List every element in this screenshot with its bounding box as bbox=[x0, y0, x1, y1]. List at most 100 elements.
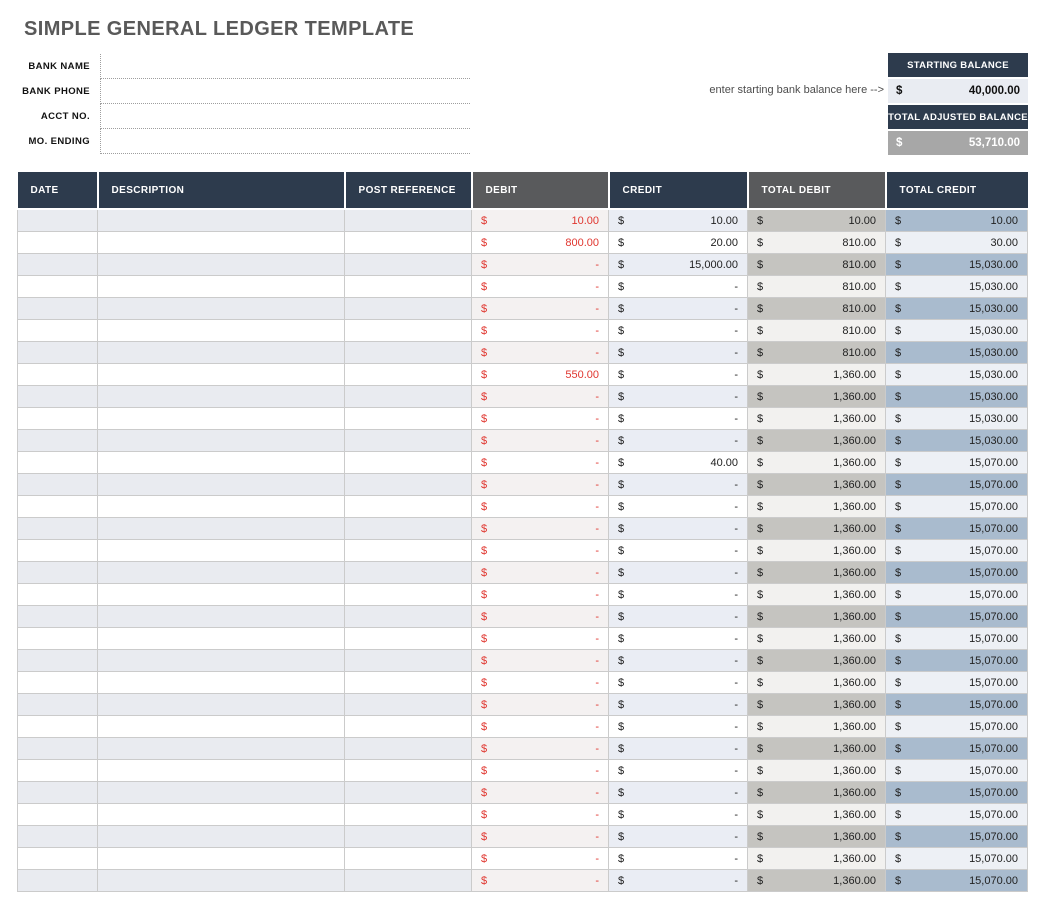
credit-cell[interactable]: $ - bbox=[608, 407, 748, 430]
date-cell[interactable] bbox=[17, 847, 98, 870]
date-cell[interactable] bbox=[17, 385, 98, 408]
date-cell[interactable] bbox=[17, 253, 98, 276]
date-cell[interactable] bbox=[17, 208, 98, 232]
description-cell[interactable] bbox=[97, 495, 345, 518]
date-cell[interactable] bbox=[17, 341, 98, 364]
debit-cell[interactable]: $ - bbox=[471, 825, 609, 848]
description-cell[interactable] bbox=[97, 429, 345, 452]
description-cell[interactable] bbox=[97, 847, 345, 870]
credit-cell[interactable]: $ - bbox=[608, 759, 748, 782]
post-reference-cell[interactable] bbox=[344, 825, 472, 848]
credit-cell[interactable]: $ - bbox=[608, 671, 748, 694]
debit-cell[interactable]: $ - bbox=[471, 803, 609, 826]
description-cell[interactable] bbox=[97, 649, 345, 672]
debit-cell[interactable]: $ - bbox=[471, 385, 609, 408]
description-cell[interactable] bbox=[97, 319, 345, 342]
credit-cell[interactable]: $ - bbox=[608, 539, 748, 562]
description-cell[interactable] bbox=[97, 517, 345, 540]
post-reference-cell[interactable] bbox=[344, 605, 472, 628]
description-cell[interactable] bbox=[97, 759, 345, 782]
date-cell[interactable] bbox=[17, 275, 98, 298]
credit-cell[interactable]: $ - bbox=[608, 319, 748, 342]
debit-cell[interactable]: $ - bbox=[471, 605, 609, 628]
post-reference-cell[interactable] bbox=[344, 561, 472, 584]
description-cell[interactable] bbox=[97, 451, 345, 474]
date-cell[interactable] bbox=[17, 539, 98, 562]
post-reference-cell[interactable] bbox=[344, 759, 472, 782]
date-cell[interactable] bbox=[17, 429, 98, 452]
credit-cell[interactable]: $ - bbox=[608, 275, 748, 298]
post-reference-cell[interactable] bbox=[344, 275, 472, 298]
post-reference-cell[interactable] bbox=[344, 473, 472, 496]
date-cell[interactable] bbox=[17, 759, 98, 782]
starting-balance-cell[interactable]: $ 40,000.00 bbox=[888, 79, 1028, 103]
post-reference-cell[interactable] bbox=[344, 363, 472, 386]
debit-cell[interactable]: $550.00 bbox=[471, 363, 609, 386]
date-cell[interactable] bbox=[17, 693, 98, 716]
description-cell[interactable] bbox=[97, 825, 345, 848]
debit-cell[interactable]: $ - bbox=[471, 275, 609, 298]
post-reference-cell[interactable] bbox=[344, 451, 472, 474]
post-reference-cell[interactable] bbox=[344, 847, 472, 870]
credit-cell[interactable]: $15,000.00 bbox=[608, 253, 748, 276]
credit-cell[interactable]: $ - bbox=[608, 627, 748, 650]
post-reference-cell[interactable] bbox=[344, 495, 472, 518]
mo-ending-field[interactable] bbox=[100, 129, 470, 154]
description-cell[interactable] bbox=[97, 693, 345, 716]
acct-no-field[interactable] bbox=[100, 104, 470, 129]
debit-cell[interactable]: $ - bbox=[471, 869, 609, 892]
credit-cell[interactable]: $ - bbox=[608, 385, 748, 408]
post-reference-cell[interactable] bbox=[344, 649, 472, 672]
date-cell[interactable] bbox=[17, 715, 98, 738]
credit-cell[interactable]: $ - bbox=[608, 847, 748, 870]
description-cell[interactable] bbox=[97, 803, 345, 826]
post-reference-cell[interactable] bbox=[344, 231, 472, 254]
post-reference-cell[interactable] bbox=[344, 671, 472, 694]
post-reference-cell[interactable] bbox=[344, 583, 472, 606]
credit-cell[interactable]: $ - bbox=[608, 715, 748, 738]
date-cell[interactable] bbox=[17, 517, 98, 540]
post-reference-cell[interactable] bbox=[344, 253, 472, 276]
debit-cell[interactable]: $ - bbox=[471, 495, 609, 518]
bank-phone-field[interactable] bbox=[100, 79, 470, 104]
credit-cell[interactable]: $20.00 bbox=[608, 231, 748, 254]
credit-cell[interactable]: $10.00 bbox=[608, 208, 748, 232]
credit-cell[interactable]: $ - bbox=[608, 517, 748, 540]
date-cell[interactable] bbox=[17, 319, 98, 342]
credit-cell[interactable]: $ - bbox=[608, 869, 748, 892]
description-cell[interactable] bbox=[97, 341, 345, 364]
credit-cell[interactable]: $ - bbox=[608, 561, 748, 584]
date-cell[interactable] bbox=[17, 583, 98, 606]
debit-cell[interactable]: $800.00 bbox=[471, 231, 609, 254]
date-cell[interactable] bbox=[17, 363, 98, 386]
description-cell[interactable] bbox=[97, 869, 345, 892]
credit-cell[interactable]: $ - bbox=[608, 649, 748, 672]
description-cell[interactable] bbox=[97, 473, 345, 496]
debit-cell[interactable]: $ - bbox=[471, 847, 609, 870]
debit-cell[interactable]: $ - bbox=[471, 649, 609, 672]
debit-cell[interactable]: $ - bbox=[471, 561, 609, 584]
date-cell[interactable] bbox=[17, 451, 98, 474]
description-cell[interactable] bbox=[97, 671, 345, 694]
description-cell[interactable] bbox=[97, 561, 345, 584]
debit-cell[interactable]: $ - bbox=[471, 759, 609, 782]
date-cell[interactable] bbox=[17, 297, 98, 320]
debit-cell[interactable]: $ - bbox=[471, 539, 609, 562]
debit-cell[interactable]: $ - bbox=[471, 671, 609, 694]
bank-name-field[interactable] bbox=[100, 54, 470, 79]
description-cell[interactable] bbox=[97, 407, 345, 430]
post-reference-cell[interactable] bbox=[344, 297, 472, 320]
date-cell[interactable] bbox=[17, 407, 98, 430]
credit-cell[interactable]: $ - bbox=[608, 473, 748, 496]
description-cell[interactable] bbox=[97, 363, 345, 386]
debit-cell[interactable]: $ - bbox=[471, 407, 609, 430]
description-cell[interactable] bbox=[97, 605, 345, 628]
debit-cell[interactable]: $ - bbox=[471, 297, 609, 320]
debit-cell[interactable]: $ - bbox=[471, 451, 609, 474]
post-reference-cell[interactable] bbox=[344, 208, 472, 232]
debit-cell[interactable]: $ - bbox=[471, 517, 609, 540]
description-cell[interactable] bbox=[97, 715, 345, 738]
date-cell[interactable] bbox=[17, 825, 98, 848]
credit-cell[interactable]: $ - bbox=[608, 693, 748, 716]
credit-cell[interactable]: $ - bbox=[608, 429, 748, 452]
